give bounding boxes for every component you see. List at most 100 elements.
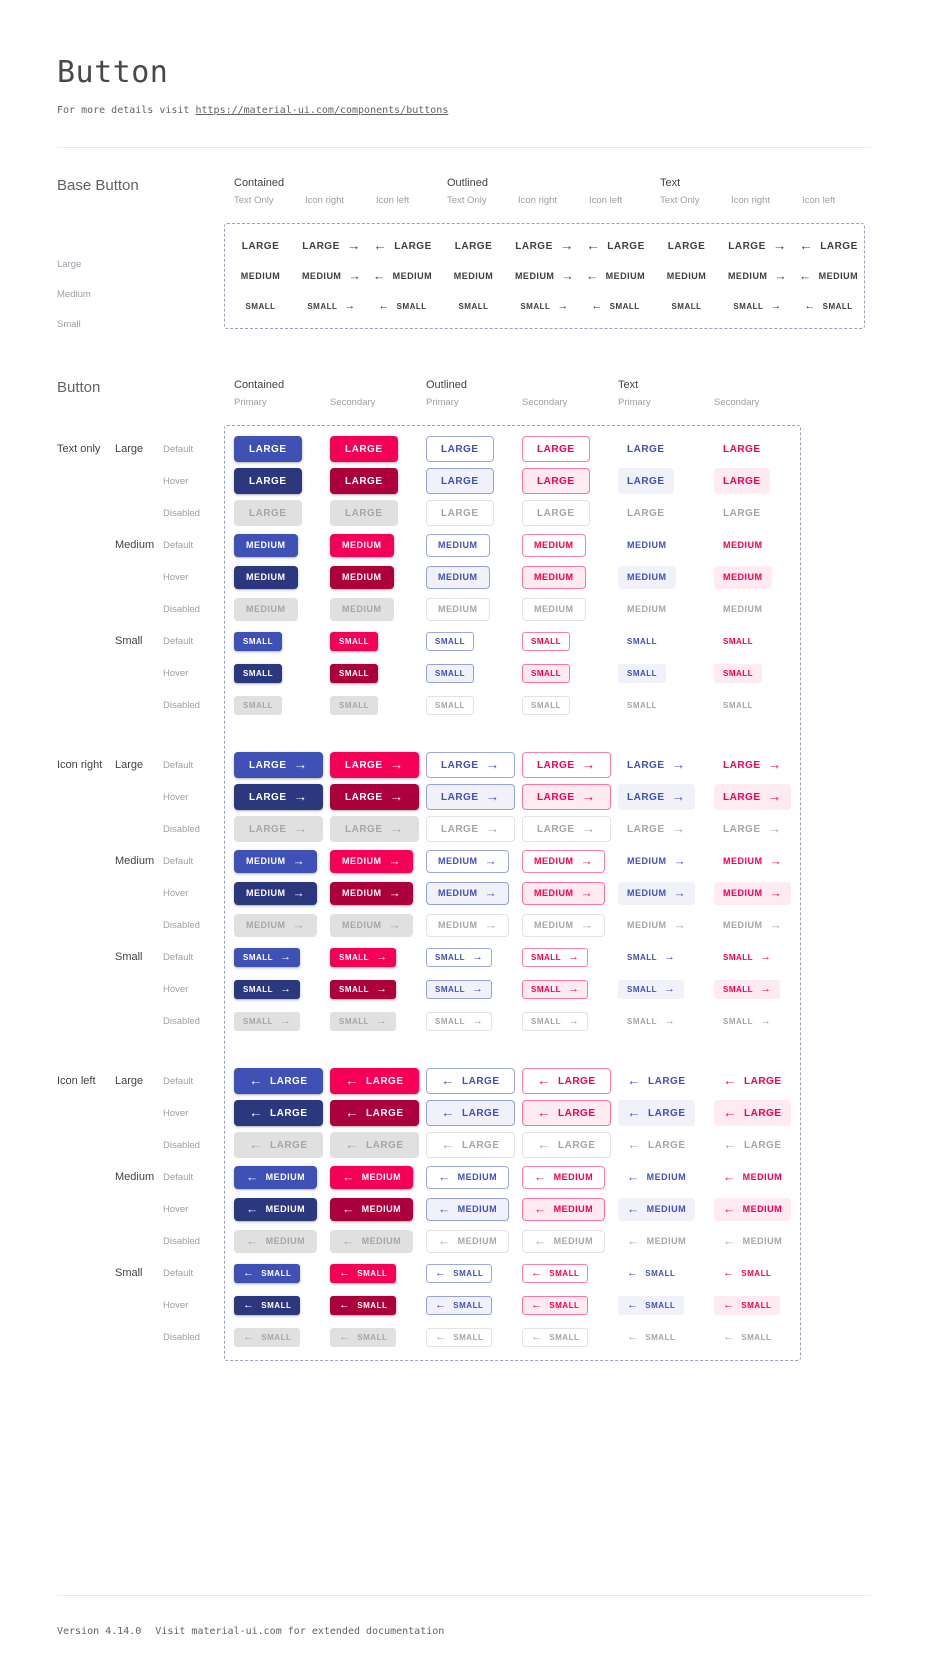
- button-contained-secondary-medium-hover[interactable]: MEDIUM: [330, 565, 394, 589]
- button-contained-primary-large-hover[interactable]: LARGE: [234, 468, 302, 494]
- button-contained-primary-medium-disabled-icon-right[interactable]: MEDIUM →: [234, 913, 318, 937]
- button-outlined-secondary-large-hover[interactable]: LARGE: [522, 468, 590, 494]
- button-contained-primary-medium-hover[interactable]: MEDIUM: [234, 565, 298, 589]
- button-contained-primary-medium-default-icon-left[interactable]: ← MEDIUM: [234, 1165, 318, 1189]
- button-text-primary-large-hover[interactable]: LARGE: [618, 468, 674, 494]
- button-text-secondary-large-default-icon-left[interactable]: ← LARGE: [714, 1068, 791, 1094]
- button-contained-secondary-small-hover-icon-right[interactable]: SMALL →: [330, 980, 397, 999]
- button-outlined-secondary-small-hover[interactable]: SMALL: [522, 664, 571, 683]
- button-text-secondary-large-hover-icon-right[interactable]: LARGE →: [714, 784, 791, 810]
- base-button-outlined-icon-left-small[interactable]: ← SMALL: [582, 297, 648, 316]
- button-outlined-secondary-large-default[interactable]: LARGE: [522, 436, 590, 462]
- button-outlined-primary-large-disabled-icon-right[interactable]: LARGE →: [426, 816, 515, 842]
- button-text-primary-large-hover-icon-right[interactable]: LARGE →: [618, 784, 695, 810]
- button-text-secondary-small-disabled-icon-left[interactable]: ← SMALL: [714, 1328, 780, 1347]
- button-text-primary-medium-hover-icon-right[interactable]: MEDIUM →: [618, 881, 696, 905]
- base-button-outlined-text-only-medium[interactable]: MEDIUM: [445, 265, 503, 288]
- button-outlined-primary-medium-disabled[interactable]: MEDIUM: [426, 597, 490, 621]
- button-contained-primary-large-hover-icon-right[interactable]: LARGE →: [234, 784, 323, 810]
- button-outlined-primary-small-disabled[interactable]: SMALL: [426, 696, 475, 715]
- button-contained-secondary-medium-disabled-icon-right[interactable]: MEDIUM →: [330, 913, 414, 937]
- button-outlined-primary-small-disabled-icon-right[interactable]: SMALL →: [426, 1012, 493, 1031]
- button-contained-primary-large-disabled[interactable]: LARGE: [234, 500, 302, 526]
- base-button-contained-text-only-medium[interactable]: MEDIUM: [232, 265, 290, 288]
- button-text-primary-medium-default-icon-left[interactable]: ← MEDIUM: [618, 1166, 695, 1189]
- button-outlined-primary-medium-default-icon-left[interactable]: ← MEDIUM: [426, 1165, 510, 1189]
- button-text-secondary-medium-disabled-icon-left[interactable]: ← MEDIUM: [714, 1230, 791, 1253]
- button-outlined-secondary-large-disabled[interactable]: LARGE: [522, 500, 590, 526]
- base-button-text-icon-right-small[interactable]: SMALL →: [724, 297, 790, 316]
- button-text-primary-large-default-icon-left[interactable]: ← LARGE: [618, 1068, 695, 1094]
- button-contained-secondary-large-hover[interactable]: LARGE: [330, 468, 398, 494]
- button-contained-primary-medium-disabled-icon-left[interactable]: ← MEDIUM: [234, 1229, 318, 1253]
- button-contained-primary-small-default-icon-left[interactable]: ← SMALL: [234, 1263, 301, 1283]
- base-button-text-icon-right-large[interactable]: LARGE →: [719, 233, 796, 259]
- button-contained-secondary-medium-default-icon-right[interactable]: MEDIUM →: [330, 849, 414, 873]
- button-outlined-primary-small-default-icon-right[interactable]: SMALL →: [426, 948, 493, 967]
- base-button-contained-text-only-large[interactable]: LARGE: [233, 233, 289, 259]
- button-text-primary-medium-disabled-icon-left[interactable]: ← MEDIUM: [618, 1230, 695, 1253]
- button-outlined-primary-small-hover-icon-left[interactable]: ← SMALL: [426, 1295, 493, 1315]
- button-text-secondary-large-disabled-icon-right[interactable]: LARGE →: [714, 816, 791, 842]
- base-button-text-text-only-medium[interactable]: MEDIUM: [658, 265, 716, 288]
- base-button-outlined-text-only-small[interactable]: SMALL: [449, 297, 497, 316]
- button-contained-secondary-small-disabled-icon-right[interactable]: SMALL →: [330, 1012, 397, 1031]
- button-text-primary-medium-default[interactable]: MEDIUM: [618, 534, 676, 557]
- button-contained-primary-large-disabled-icon-left[interactable]: ← LARGE: [234, 1132, 323, 1158]
- base-button-text-text-only-small[interactable]: SMALL: [662, 297, 710, 316]
- button-text-secondary-large-disabled-icon-left[interactable]: ← LARGE: [714, 1132, 791, 1158]
- button-outlined-primary-medium-default[interactable]: MEDIUM: [426, 533, 490, 557]
- button-outlined-secondary-large-disabled-icon-right[interactable]: LARGE →: [522, 816, 611, 842]
- button-outlined-secondary-medium-disabled-icon-left[interactable]: ← MEDIUM: [522, 1229, 606, 1253]
- base-button-outlined-icon-right-medium[interactable]: MEDIUM →: [506, 265, 583, 288]
- base-button-text-text-only-large[interactable]: LARGE: [659, 233, 715, 259]
- button-contained-primary-medium-default-icon-right[interactable]: MEDIUM →: [234, 849, 318, 873]
- button-text-secondary-medium-default-icon-left[interactable]: ← MEDIUM: [714, 1166, 791, 1189]
- button-text-secondary-small-disabled-icon-right[interactable]: SMALL →: [714, 1012, 780, 1031]
- button-contained-secondary-large-default-icon-right[interactable]: LARGE →: [330, 752, 419, 778]
- button-contained-secondary-medium-hover-icon-left[interactable]: ← MEDIUM: [330, 1197, 414, 1221]
- button-outlined-secondary-small-default[interactable]: SMALL: [522, 632, 571, 651]
- button-contained-secondary-large-disabled-icon-left[interactable]: ← LARGE: [330, 1132, 419, 1158]
- button-outlined-secondary-small-hover-icon-left[interactable]: ← SMALL: [522, 1295, 589, 1315]
- base-button-text-icon-left-large[interactable]: ← LARGE: [790, 233, 867, 259]
- base-button-outlined-icon-right-large[interactable]: LARGE →: [506, 233, 583, 259]
- button-text-primary-small-default-icon-left[interactable]: ← SMALL: [618, 1264, 684, 1283]
- button-contained-secondary-small-disabled[interactable]: SMALL: [330, 696, 379, 715]
- button-outlined-secondary-medium-default-icon-right[interactable]: MEDIUM →: [522, 849, 606, 873]
- button-text-secondary-small-hover-icon-left[interactable]: ← SMALL: [714, 1295, 781, 1315]
- button-contained-secondary-small-default[interactable]: SMALL: [330, 632, 379, 651]
- button-contained-primary-small-default-icon-right[interactable]: SMALL →: [234, 948, 301, 967]
- button-outlined-secondary-medium-disabled-icon-right[interactable]: MEDIUM →: [522, 913, 606, 937]
- button-outlined-primary-medium-hover-icon-left[interactable]: ← MEDIUM: [426, 1197, 510, 1221]
- button-outlined-primary-small-default[interactable]: SMALL: [426, 632, 475, 651]
- button-contained-secondary-large-disabled-icon-right[interactable]: LARGE →: [330, 816, 419, 842]
- button-outlined-primary-medium-hover-icon-right[interactable]: MEDIUM →: [426, 881, 510, 905]
- base-button-contained-text-only-small[interactable]: SMALL: [236, 297, 284, 316]
- base-button-outlined-text-only-large[interactable]: LARGE: [446, 233, 502, 259]
- base-button-contained-icon-left-medium[interactable]: ← MEDIUM: [364, 265, 441, 288]
- button-text-secondary-large-hover-icon-left[interactable]: ← LARGE: [714, 1100, 791, 1126]
- button-outlined-primary-small-hover-icon-right[interactable]: SMALL →: [426, 980, 493, 999]
- button-outlined-secondary-medium-hover-icon-left[interactable]: ← MEDIUM: [522, 1197, 606, 1221]
- button-contained-secondary-medium-default[interactable]: MEDIUM: [330, 533, 394, 557]
- button-outlined-primary-large-hover-icon-left[interactable]: ← LARGE: [426, 1100, 515, 1126]
- button-contained-primary-large-default-icon-left[interactable]: ← LARGE: [234, 1068, 323, 1094]
- button-contained-primary-small-disabled[interactable]: SMALL: [234, 696, 283, 715]
- button-text-primary-medium-disabled[interactable]: MEDIUM: [618, 598, 676, 621]
- base-button-outlined-icon-left-large[interactable]: ← LARGE: [577, 233, 654, 259]
- button-outlined-secondary-small-default-icon-right[interactable]: SMALL →: [522, 948, 589, 967]
- button-outlined-primary-small-disabled-icon-left[interactable]: ← SMALL: [426, 1327, 493, 1347]
- button-text-primary-large-hover-icon-left[interactable]: ← LARGE: [618, 1100, 695, 1126]
- button-outlined-primary-large-default[interactable]: LARGE: [426, 436, 494, 462]
- button-contained-primary-medium-default[interactable]: MEDIUM: [234, 533, 298, 557]
- button-contained-primary-medium-hover-icon-right[interactable]: MEDIUM →: [234, 881, 318, 905]
- button-text-primary-medium-default-icon-right[interactable]: MEDIUM →: [618, 850, 695, 873]
- button-text-primary-small-hover[interactable]: SMALL: [618, 664, 667, 683]
- button-text-primary-small-default[interactable]: SMALL: [618, 632, 666, 651]
- button-text-secondary-small-hover-icon-right[interactable]: SMALL →: [714, 980, 781, 999]
- button-text-secondary-large-default-icon-right[interactable]: LARGE →: [714, 752, 791, 778]
- button-contained-secondary-medium-disabled[interactable]: MEDIUM: [330, 597, 394, 621]
- button-text-secondary-medium-default[interactable]: MEDIUM: [714, 534, 772, 557]
- button-contained-primary-small-disabled-icon-right[interactable]: SMALL →: [234, 1012, 301, 1031]
